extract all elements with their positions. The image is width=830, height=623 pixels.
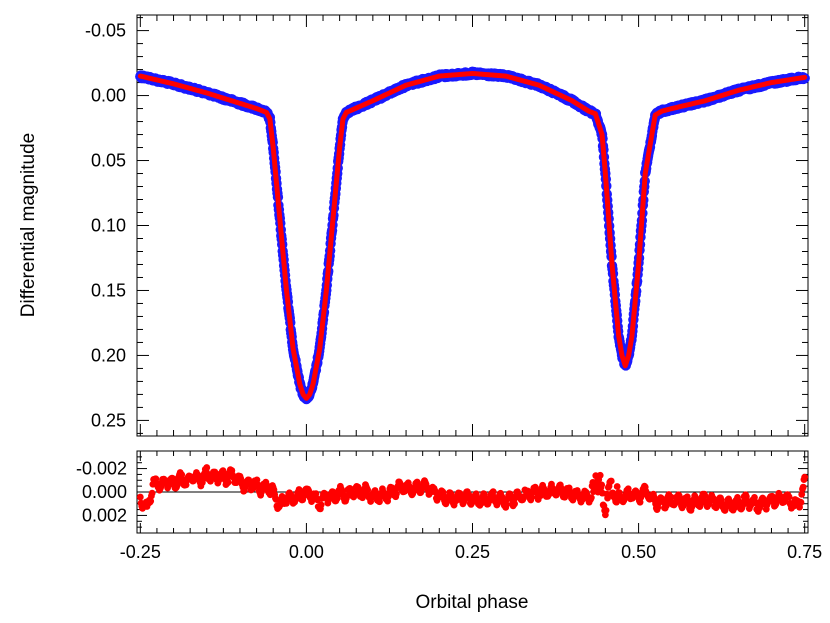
residual-point — [317, 501, 325, 509]
residual-point — [300, 492, 308, 500]
residual-point — [596, 471, 604, 479]
residual-point — [801, 473, 809, 481]
y-tick-label: 0.10 — [91, 216, 126, 236]
residual-point — [364, 486, 372, 494]
residual-point — [537, 492, 544, 500]
residual-point — [697, 499, 704, 507]
y-tick-label: 0.20 — [91, 345, 126, 365]
x-tick-label: -0.25 — [120, 542, 161, 562]
residual-point — [343, 492, 351, 500]
residuals-ticks — [137, 451, 808, 533]
residual-point — [489, 488, 497, 496]
residual-point — [511, 500, 518, 508]
residual-point — [148, 489, 156, 497]
y-tick-label: -0.05 — [85, 21, 126, 41]
x-tick-label: 0.00 — [289, 542, 324, 562]
residual-point — [528, 494, 535, 501]
model-curve — [137, 70, 808, 401]
residual-point — [587, 494, 595, 502]
residual-point — [224, 478, 232, 486]
y-tick-label: 0.002 — [82, 505, 127, 525]
y-axis-label: Differential magnitude — [18, 133, 39, 317]
y-tick-label: 0.15 — [91, 280, 126, 300]
residual-point — [667, 493, 675, 501]
y-tick-label: -0.002 — [76, 459, 127, 479]
residual-point — [797, 499, 805, 506]
residual-point — [742, 493, 750, 500]
x-tick-label: 0.50 — [621, 542, 656, 562]
residual-point — [136, 493, 144, 501]
residual-point — [672, 499, 679, 507]
residual-point — [477, 499, 485, 507]
x-tick-label: 0.25 — [455, 542, 490, 562]
residual-point — [258, 486, 266, 494]
y-tick-label: 0.000 — [82, 482, 127, 502]
x-tick-label: 0.75 — [787, 542, 822, 562]
residual-point — [203, 464, 211, 471]
residual-point — [393, 490, 400, 498]
y-tick-label: 0.05 — [91, 151, 126, 171]
residual-point — [701, 492, 709, 500]
light-curve-ticks — [137, 15, 808, 436]
residual-point — [663, 501, 671, 509]
residual-points — [136, 464, 809, 519]
residual-point — [312, 490, 320, 498]
residuals-y-tick-labels: -0.002 0.000 0.002 — [76, 459, 127, 526]
x-tick-labels: -0.25 0.00 0.25 0.50 0.75 — [120, 542, 822, 562]
residual-point — [503, 501, 510, 509]
light-curve-y-tick-labels: -0.05 0.00 0.05 0.10 0.15 0.20 0.25 — [85, 21, 126, 431]
residuals-panel: -0.002 0.000 0.002 -0.25 0.00 0.25 0.50 0.75 — [76, 450, 822, 562]
residual-point — [602, 506, 610, 514]
y-tick-label: 0.00 — [91, 86, 126, 106]
light-curve-panel: -0.05 0.00 0.05 0.10 0.15 0.20 0.25 — [85, 14, 810, 437]
residual-point — [598, 481, 606, 489]
residual-point — [731, 504, 738, 512]
residual-point — [607, 477, 615, 485]
residual-point — [798, 491, 806, 498]
residual-point — [604, 494, 611, 502]
residual-point — [376, 498, 383, 506]
x-axis-label: Orbital phase — [415, 592, 528, 613]
residual-point — [147, 497, 155, 505]
residual-point — [613, 498, 620, 506]
residual-point — [799, 483, 807, 491]
residual-point — [613, 483, 621, 490]
y-tick-label: 0.25 — [91, 410, 126, 430]
residual-point — [785, 493, 793, 501]
